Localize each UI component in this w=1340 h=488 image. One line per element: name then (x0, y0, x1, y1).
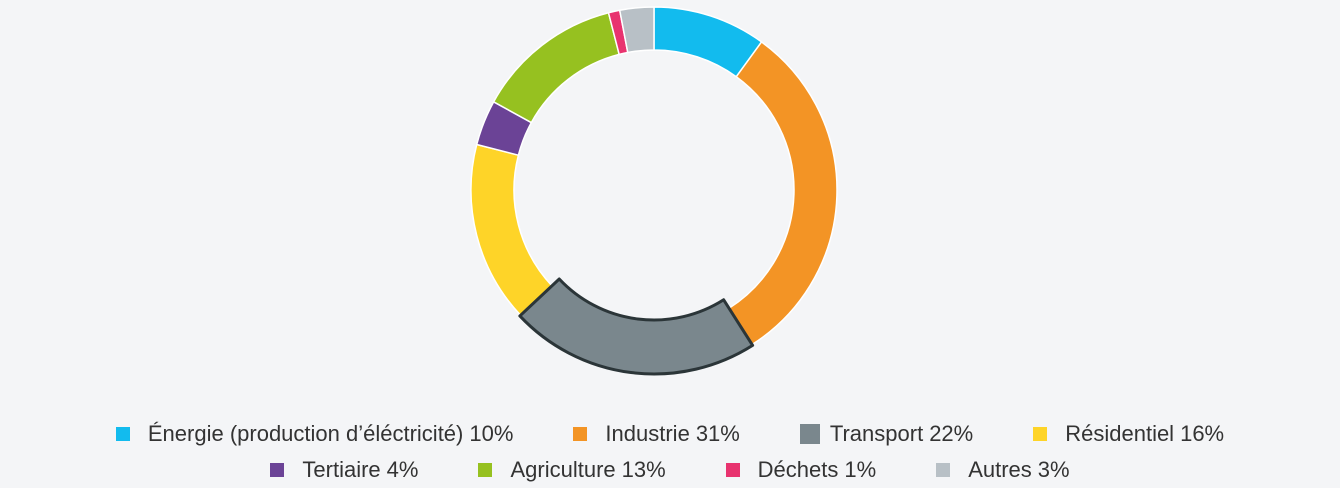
donut-slice (492, 11, 620, 124)
legend-value: 10% (469, 421, 514, 446)
donut-slice (518, 277, 755, 376)
legend-label: Agriculture (510, 457, 616, 482)
legend-swatch (725, 463, 740, 477)
legend-value: 13% (621, 457, 666, 482)
legend-item: Autres 3% (936, 457, 1070, 483)
legend-label: Énergie (production d’éléctricité) (147, 421, 464, 446)
legend-item: Déchets 1% (725, 457, 877, 483)
legend-swatch (799, 424, 820, 444)
legend-label: Résidentiel (1065, 421, 1175, 446)
legend-item: Résidentiel 16% (1033, 421, 1224, 447)
legend-swatch (573, 427, 588, 441)
legend-row: Énergie (production d’éléctricité) 10% Ind… (0, 416, 1340, 452)
legend-label: Déchets (757, 457, 839, 482)
legend: Énergie (production d’éléctricité) 10% Ind… (0, 416, 1340, 488)
legend-value: 31% (695, 421, 740, 446)
legend-item: Agriculture 13% (478, 457, 666, 483)
legend-item: Transport 22% (799, 421, 974, 447)
legend-label: Industrie (605, 421, 690, 446)
legend-value: 4% (386, 457, 419, 482)
legend-value: 16% (1180, 421, 1225, 446)
legend-item: Tertiaire 4% (270, 457, 418, 483)
legend-label: Autres (968, 457, 1032, 482)
donut-slice (618, 6, 655, 54)
legend-label: Tertiaire (302, 457, 381, 482)
legend-label: Transport (829, 421, 924, 446)
legend-swatch (936, 463, 951, 477)
legend-swatch (270, 463, 285, 477)
legend-swatch (1033, 427, 1048, 441)
legend-item: Énergie (production d’éléctricité) 10% (115, 421, 514, 447)
legend-row: Tertiaire 4% Agriculture 13% Déchets 1% Autres… (0, 452, 1340, 488)
chart (470, 6, 838, 376)
legend-swatch (115, 427, 130, 441)
donut-slice (728, 41, 838, 346)
legend-item: Industrie 31% (573, 421, 740, 447)
legend-value: 22% (929, 421, 974, 446)
donut-slice (470, 143, 553, 317)
legend-value: 1% (844, 457, 877, 482)
legend-swatch (478, 463, 493, 477)
legend-value: 3% (1037, 457, 1070, 482)
